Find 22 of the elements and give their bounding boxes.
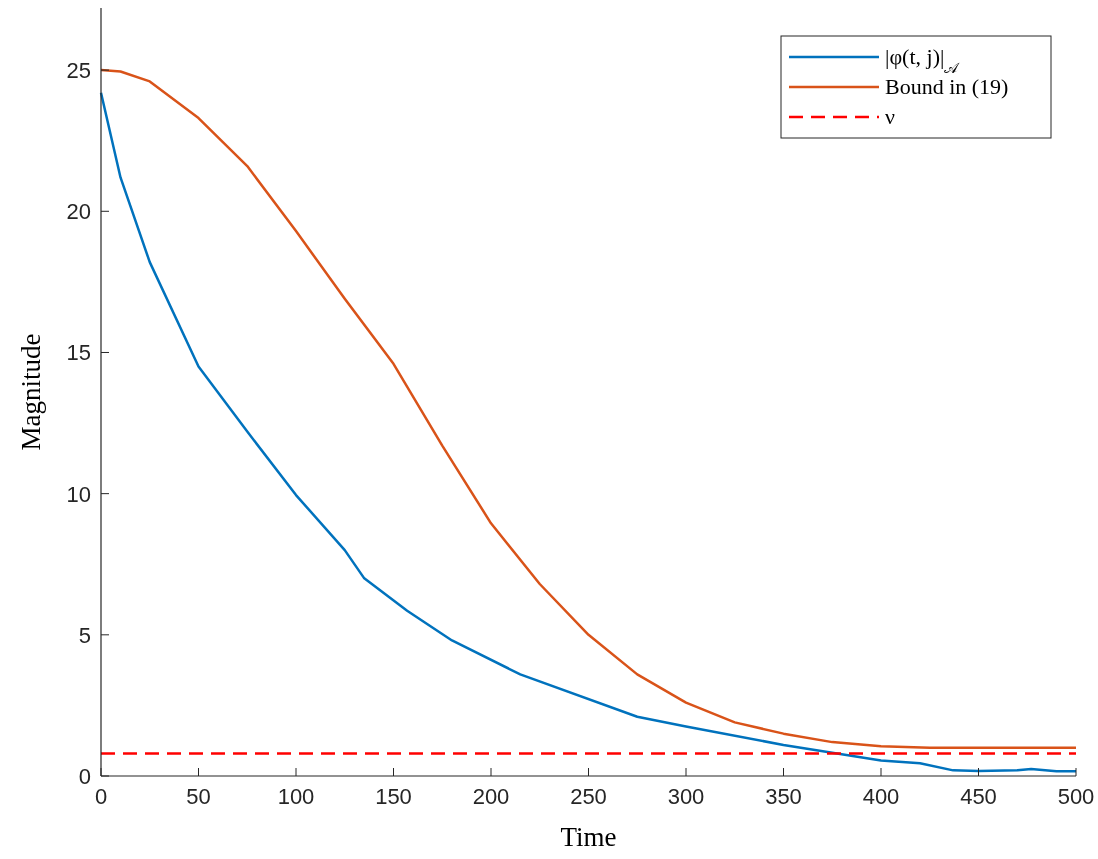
y-tick-label: 15 — [66, 340, 91, 366]
x-tick-label: 50 — [186, 784, 211, 809]
x-tick-label: 300 — [667, 784, 705, 809]
x-tick-label: 350 — [765, 784, 802, 809]
x-tick-label: 150 — [375, 784, 412, 809]
x-tick-label: 100 — [277, 784, 315, 809]
legend-label: Bound in (19) — [885, 74, 1009, 99]
x-tick-label: 250 — [570, 784, 607, 809]
x-tick-label: 200 — [472, 784, 510, 809]
x-tick-label: 450 — [960, 784, 997, 809]
legend-label: ν — [885, 104, 895, 129]
legend-label: |φ(t, j)|$_{𝒜}$ — [885, 44, 961, 76]
y-tick-label: 20 — [66, 199, 91, 225]
x-tick-label: 400 — [862, 784, 900, 809]
y-tick-label: 0 — [78, 764, 91, 789]
y-tick-label: 10 — [66, 481, 91, 507]
x-axis-title: Time — [560, 822, 617, 852]
y-axis-title: Magnitude — [16, 333, 46, 451]
x-tick-label: 500 — [1057, 784, 1095, 809]
y-tick-label: 25 — [66, 58, 91, 84]
y-tick-label: 5 — [78, 622, 91, 648]
x-tick-label: 0 — [94, 784, 108, 809]
